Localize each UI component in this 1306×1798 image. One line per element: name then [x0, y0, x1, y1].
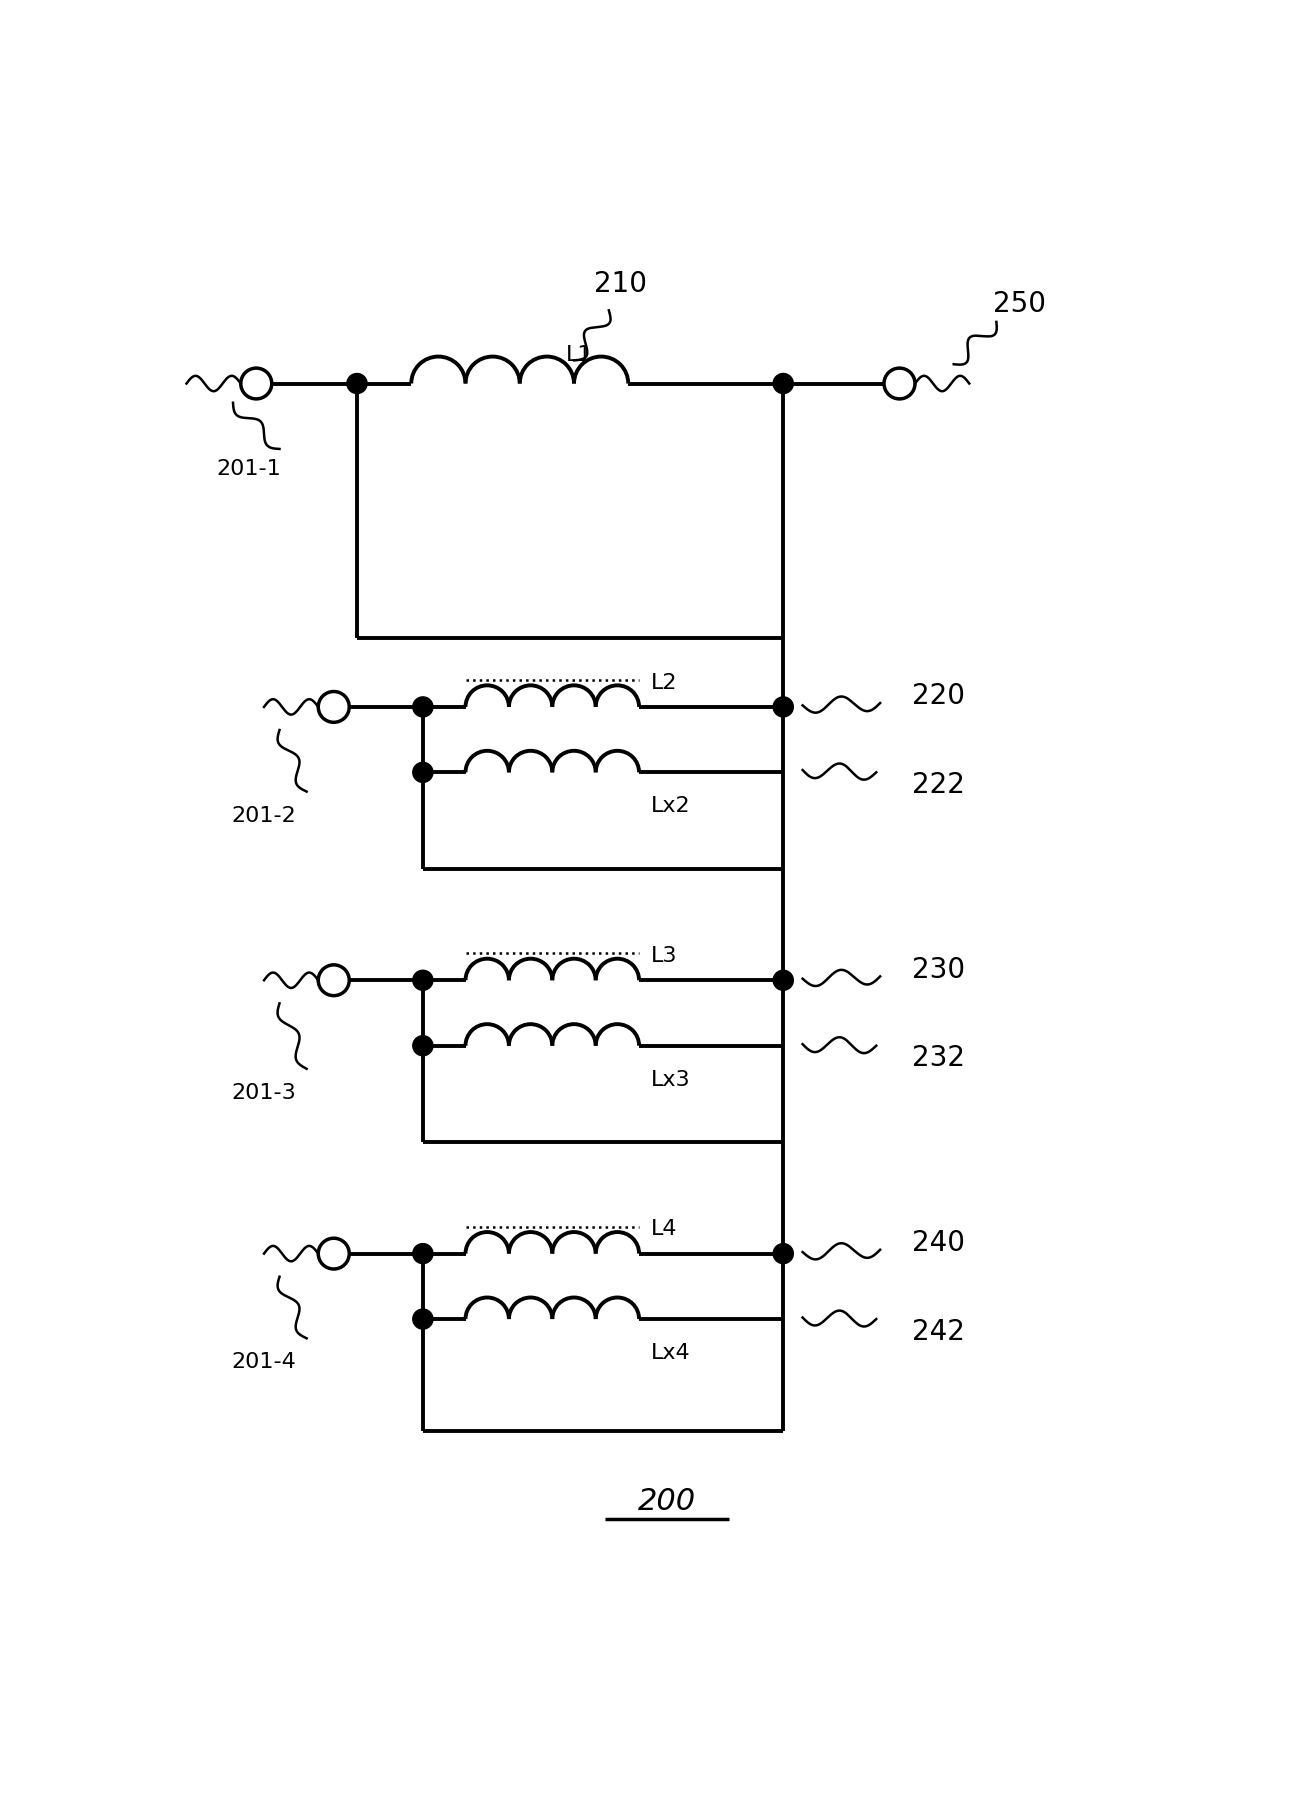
Circle shape — [413, 1309, 434, 1329]
Circle shape — [413, 762, 434, 782]
Text: Lx4: Lx4 — [650, 1343, 691, 1363]
Text: Lx3: Lx3 — [650, 1070, 691, 1090]
Text: 220: 220 — [912, 681, 965, 710]
Circle shape — [413, 1244, 434, 1264]
Text: 240: 240 — [912, 1228, 965, 1257]
Circle shape — [413, 1036, 434, 1055]
Circle shape — [347, 374, 367, 394]
Text: L3: L3 — [650, 946, 678, 966]
Circle shape — [413, 698, 434, 717]
Text: 232: 232 — [912, 1043, 965, 1072]
Text: Lx2: Lx2 — [650, 797, 691, 816]
Text: 201-3: 201-3 — [231, 1082, 296, 1102]
Circle shape — [413, 971, 434, 991]
Text: 222: 222 — [912, 771, 965, 798]
Text: 242: 242 — [912, 1316, 965, 1345]
Circle shape — [773, 374, 793, 394]
Text: 250: 250 — [993, 289, 1046, 318]
Circle shape — [773, 698, 793, 717]
Text: 201-1: 201-1 — [215, 458, 281, 478]
Text: L1: L1 — [567, 345, 593, 365]
Text: 201-4: 201-4 — [231, 1352, 296, 1372]
Text: 230: 230 — [912, 955, 965, 984]
Text: 201-2: 201-2 — [231, 806, 296, 825]
Circle shape — [773, 971, 793, 991]
Circle shape — [773, 1244, 793, 1264]
Text: L4: L4 — [650, 1219, 678, 1239]
Text: L2: L2 — [650, 672, 678, 692]
Text: 200: 200 — [637, 1485, 696, 1514]
Text: 210: 210 — [594, 270, 646, 298]
